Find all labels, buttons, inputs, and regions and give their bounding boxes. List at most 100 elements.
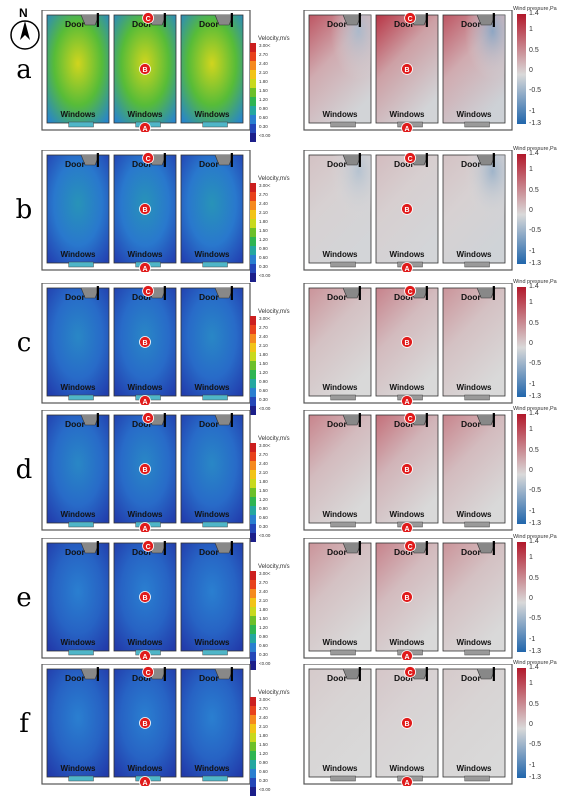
- door-label: Door: [65, 419, 86, 429]
- velocity-legend-swatch: [250, 715, 256, 724]
- velocity-legend-tick: 1.80: [259, 352, 268, 357]
- velocity-legend-tick: 1.80: [259, 733, 268, 738]
- velocity-legend-tick: <0.00: [259, 133, 271, 138]
- velocity-panel: Door Windows Door Windows C B A Door Windows: [40, 10, 252, 132]
- velocity-legend-swatch: [250, 533, 256, 542]
- pressure-legend-tick: 1.4: [529, 150, 539, 157]
- windows-label: Windows: [322, 250, 358, 259]
- velocity-legend-swatch: [250, 255, 256, 264]
- room-field: [442, 668, 506, 778]
- door-label: Door: [132, 159, 153, 169]
- marker-c: C: [142, 540, 154, 552]
- windows-label: Windows: [322, 110, 358, 119]
- velocity-legend-tick: 3.00<: [259, 443, 271, 448]
- pressure-legend-title: Wind pressure,Pa: [513, 6, 557, 12]
- pressure-panel: Door Windows Door Windows C B A Door Windows: [302, 410, 514, 532]
- svg-text:C: C: [408, 16, 413, 23]
- velocity-legend-tick: 1.20: [259, 237, 268, 242]
- velocity-legend: Velocity,m/s 3.00< 2.70 2.40 2.10 1.80 1.50 1.2…: [250, 176, 305, 282]
- velocity-legend-tick: 1.50: [259, 228, 268, 233]
- marker-b: B: [139, 63, 151, 75]
- velocity-legend-tick: 2.40: [259, 201, 268, 206]
- velocity-legend-tick: 1.20: [259, 370, 268, 375]
- velocity-legend: Velocity,m/s 3.00< 2.70 2.40 2.10 1.80 1.50 1.2…: [250, 564, 305, 670]
- door-label: Door: [65, 547, 86, 557]
- velocity-legend-tick: 1.50: [259, 361, 268, 366]
- velocity-panel: Door Windows Door Windows C B A Door Windows: [40, 664, 252, 786]
- pressure-legend: Wind pressure,Pa 1.4 1 0.5 0 -0.5 -1 -1.3: [513, 406, 565, 531]
- velocity-legend-tick: 0.60: [259, 255, 268, 260]
- velocity-legend-title: Velocity,m/s: [258, 690, 290, 696]
- svg-text:B: B: [404, 67, 409, 74]
- svg-text:C: C: [408, 156, 413, 163]
- velocity-legend-swatch: [250, 264, 256, 273]
- velocity-legend-swatch: [250, 787, 256, 796]
- velocity-legend-tick: 2.10: [259, 70, 268, 75]
- velocity-legend-tick: <0.00: [259, 273, 271, 278]
- svg-text:B: B: [404, 467, 409, 474]
- windows-label: Windows: [60, 638, 96, 647]
- pressure-legend-tick: 0.5: [529, 446, 539, 454]
- velocity-legend-swatch: [250, 133, 256, 142]
- marker-a: A: [139, 262, 151, 272]
- velocity-legend-tick: 3.00<: [259, 697, 271, 702]
- door-label: Door: [461, 673, 482, 683]
- pressure-legend-tick: -1.3: [529, 260, 542, 267]
- svg-text:A: A: [404, 780, 409, 786]
- room-field: [46, 668, 110, 778]
- pressure-legend-tick: -0.5: [529, 87, 542, 95]
- door-label: Door: [132, 419, 153, 429]
- pressure-legend-tick: -1.3: [529, 393, 542, 400]
- velocity-legend-tick: 3.00<: [259, 183, 271, 188]
- velocity-legend-swatch: [250, 379, 256, 388]
- velocity-legend-swatch: [250, 273, 256, 282]
- velocity-legend-tick: 1.20: [259, 625, 268, 630]
- window-symbol: [464, 521, 490, 528]
- svg-text:C: C: [146, 289, 151, 296]
- pressure-field-svg: Door Windows Door Windows C B A Door Windows: [303, 150, 513, 272]
- pressure-legend-tick: 0.5: [529, 46, 539, 54]
- velocity-legend-tick: 2.40: [259, 61, 268, 66]
- room-field: [46, 14, 110, 124]
- velocity-legend-tick: 1.80: [259, 79, 268, 84]
- velocity-legend: Velocity,m/s 3.00< 2.70 2.40 2.10 1.80 1.50 1.2…: [250, 309, 305, 415]
- velocity-legend-tick: 0.90: [259, 246, 268, 251]
- pressure-legend: Wind pressure,Pa 1.4 1 0.5 0 -0.5 -1 -1.3: [513, 660, 565, 785]
- velocity-legend-swatch: [250, 751, 256, 760]
- windows-label: Windows: [127, 110, 163, 119]
- velocity-legend-tick: 2.10: [259, 343, 268, 348]
- room-field: [442, 287, 506, 397]
- windows-label: Windows: [322, 383, 358, 392]
- velocity-legend-swatch: [250, 488, 256, 497]
- velocity-legend-swatch: [250, 246, 256, 255]
- velocity-legend-swatch: [250, 316, 256, 325]
- svg-text:C: C: [408, 670, 413, 677]
- velocity-legend-tick: 0.60: [259, 515, 268, 520]
- velocity-legend-swatch: [250, 52, 256, 61]
- north-arrow: N: [8, 6, 42, 52]
- pressure-legend-tick: -1: [529, 761, 536, 769]
- velocity-legend-swatch: [250, 760, 256, 769]
- velocity-legend-tick: 2.10: [259, 210, 268, 215]
- windows-label: Windows: [456, 510, 492, 519]
- velocity-legend-swatch: [250, 397, 256, 406]
- pressure-legend-tick: -0.5: [529, 227, 542, 235]
- velocity-legend-swatch: [250, 79, 256, 88]
- door-label: Door: [132, 292, 153, 302]
- pressure-legend-tick: 1: [529, 299, 533, 307]
- velocity-legend-swatch: [250, 607, 256, 616]
- pressure-legend-title: Wind pressure,Pa: [513, 279, 557, 285]
- door-label: Door: [461, 159, 482, 169]
- pressure-legend-title: Wind pressure,Pa: [513, 660, 557, 666]
- pressure-legend-tick: 0: [529, 207, 533, 215]
- velocity-legend-tick: 1.50: [259, 88, 268, 93]
- velocity-legend-title: Velocity,m/s: [258, 564, 290, 570]
- pressure-legend-tick: -1.3: [529, 120, 542, 127]
- pressure-legend-bar: [517, 414, 526, 524]
- velocity-legend-swatch: [250, 210, 256, 219]
- room-field: [308, 668, 372, 778]
- windows-label: Windows: [127, 510, 163, 519]
- room-field: [308, 414, 372, 524]
- row-label-b: b: [15, 195, 33, 225]
- velocity-legend-swatch: [250, 625, 256, 634]
